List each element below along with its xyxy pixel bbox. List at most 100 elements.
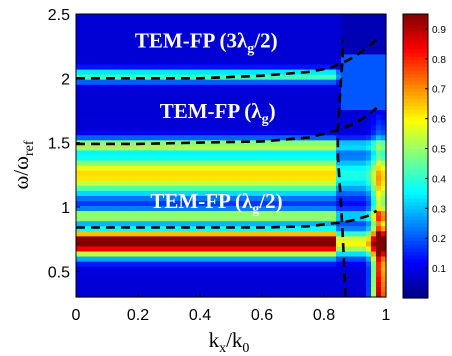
heatmap-cell [301,64,307,71]
heatmap-cell [141,236,147,243]
colorbar-segment [403,116,428,122]
heatmap-cell [256,276,262,283]
heatmap-cell [271,120,277,126]
heatmap-cell [191,24,197,30]
heatmap-cell [266,14,272,20]
heatmap-cell [116,150,122,157]
heatmap-cell [366,39,372,45]
heatmap-cell [86,175,92,182]
heatmap-cell [81,44,87,50]
colorbar-segment [403,138,428,143]
heatmap-cell [86,206,92,212]
heatmap-cell [291,94,297,101]
heatmap-cell [76,150,82,157]
heatmap-cell [166,99,172,106]
heatmap-cell [246,89,252,96]
heatmap-cell [191,54,197,61]
heatmap-cell [356,276,362,283]
heatmap-cell [326,175,332,182]
heatmap-cell [271,195,277,202]
heatmap-cell [226,185,232,192]
heatmap-cell [371,34,377,40]
heatmap-cell [106,160,112,167]
colorbar-segment [403,81,428,86]
heatmap-cell [151,34,157,40]
heatmap-cell [106,130,112,136]
heatmap-cell [166,24,172,30]
heatmap-cell [121,226,127,232]
heatmap-cell [296,94,302,101]
heatmap-cell [316,241,322,248]
heatmap-cell [301,165,307,172]
heatmap-cell [316,19,322,25]
heatmap-cell [111,241,117,248]
heatmap-cell [141,135,147,141]
heatmap-cell [316,200,322,207]
heatmap-cell [321,185,327,192]
heatmap-cell [146,261,152,268]
heatmap-cell [296,24,302,30]
heatmap-cell [361,266,367,273]
heatmap-cell [261,89,267,96]
heatmap-cell [146,84,152,91]
annotations: TEM-FP (3λg/2) TEM-FP (λg) TEM-FP (λg/2) [135,28,283,217]
heatmap-cell [306,226,312,232]
heatmap-cell [91,216,97,222]
heatmap-cell [281,110,287,116]
heatmap-cell [161,64,167,71]
heatmap-cell [151,221,157,227]
heatmap-cell [336,276,342,283]
heatmap-cell [116,115,122,121]
heatmap-cell [301,231,307,237]
heatmap-cell [356,221,362,227]
heatmap-cell [281,276,287,283]
heatmap-cell [81,110,87,116]
heatmap-cell [81,271,87,278]
heatmap-cell [166,145,172,152]
heatmap-cell [141,216,147,222]
heatmap-cell [291,110,297,116]
heatmap-cell [91,291,97,298]
heatmap-cell [241,59,247,66]
heatmap-cell [201,221,207,227]
heatmap-cell [266,241,272,248]
heatmap-cell [236,99,242,106]
heatmap-cell [166,135,172,141]
heatmap-cell [76,291,82,298]
heatmap-cell [376,74,382,81]
heatmap-cell [316,211,322,217]
heatmap-cell [176,130,182,136]
heatmap-cell [356,140,362,146]
heatmap-cell [236,24,242,30]
heatmap-cell [121,170,127,177]
heatmap-cell [81,211,87,217]
heatmap-cell [326,44,332,50]
heatmap-cell [316,120,322,126]
heatmap-cell [161,150,167,157]
heatmap-cell [376,24,382,30]
heatmap-cell [91,145,97,152]
heatmap-cell [281,29,287,35]
heatmap-cell [76,190,82,197]
heatmap-cell [226,59,232,66]
heatmap-cell [346,34,352,40]
heatmap-cell [196,286,202,293]
heatmap-cell [91,44,97,50]
heatmap-cell [91,69,97,76]
heatmap-cell [126,145,132,152]
heatmap-cell [216,34,222,40]
heatmap-cell [271,281,277,288]
heatmap-cell [86,261,92,268]
heatmap-cell [156,170,162,177]
heatmap-cell [371,145,377,152]
heatmap-cell [171,261,177,268]
heatmap-cell [111,34,117,40]
heatmap-cell [146,130,152,136]
heatmap-cell [211,226,217,232]
heatmap-cell [246,79,252,86]
heatmap-cell [261,256,267,263]
heatmap-cell [351,185,357,192]
heatmap-cell [221,34,227,40]
heatmap-cell [96,135,102,141]
heatmap-cell [261,251,267,258]
